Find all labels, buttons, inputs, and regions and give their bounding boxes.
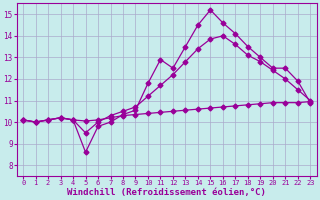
X-axis label: Windchill (Refroidissement éolien,°C): Windchill (Refroidissement éolien,°C) — [67, 188, 266, 197]
